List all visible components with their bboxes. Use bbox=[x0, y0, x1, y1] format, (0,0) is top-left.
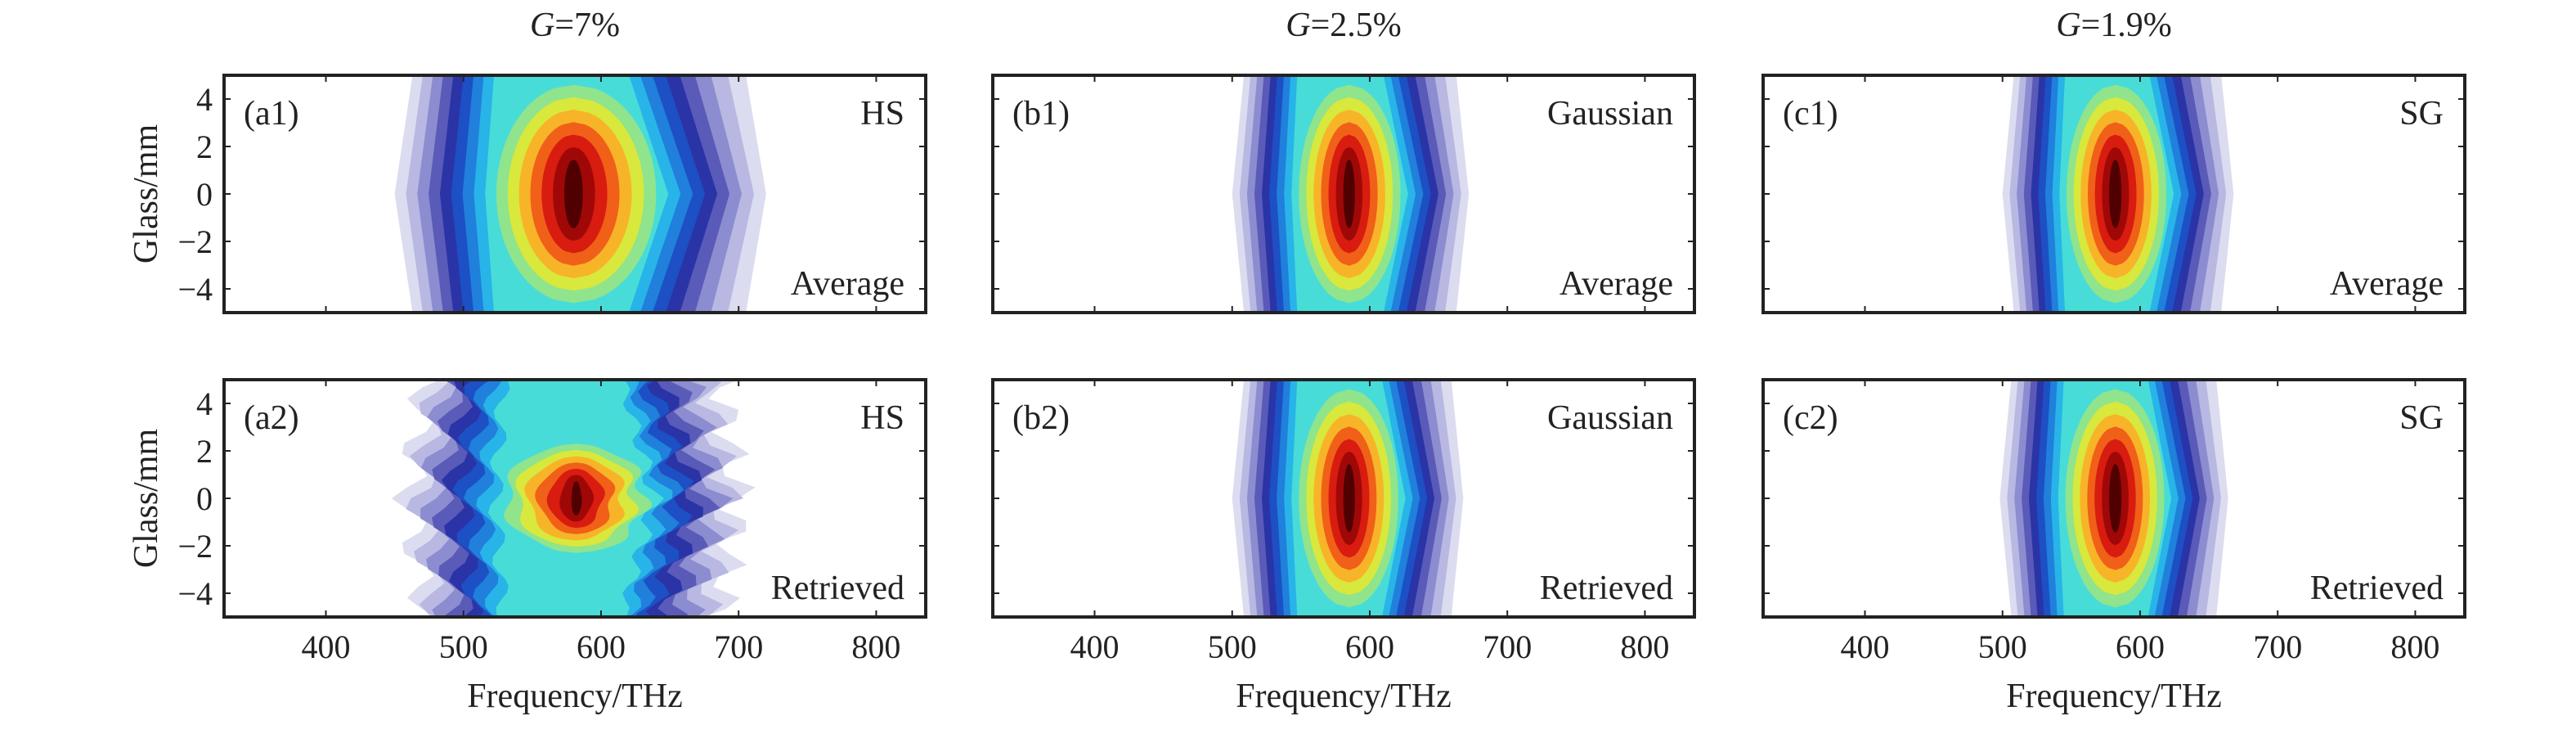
y-tick-label: 2 bbox=[196, 433, 213, 470]
pulse-type-label: Gaussian bbox=[1547, 95, 1673, 133]
pulse-type-label: SG bbox=[2399, 95, 2444, 133]
x-tick-label: 700 bbox=[2253, 628, 2302, 665]
x-tick-label: 700 bbox=[1483, 628, 1532, 665]
x-tick-label: 500 bbox=[439, 628, 488, 665]
trace-kind-label: Retrieved bbox=[2310, 570, 2444, 607]
contour-levels bbox=[394, 75, 766, 313]
panel-b1: (b1) Gaussian Average bbox=[991, 74, 1696, 314]
panel-label: (c1) bbox=[1783, 95, 1838, 133]
contour-levels bbox=[391, 380, 756, 617]
y-tick-label: 4 bbox=[196, 81, 213, 118]
panel-label: (a1) bbox=[244, 95, 299, 133]
pulse-type-label: HS bbox=[860, 95, 904, 133]
panel-label: (b2) bbox=[1012, 399, 1070, 437]
column-title: G=1.9% bbox=[2056, 7, 2172, 44]
panel-label: (b1) bbox=[1012, 95, 1070, 133]
contour-level-16 bbox=[2109, 464, 2122, 533]
title-variable: G bbox=[530, 7, 554, 44]
panel-c1: (c1) SG Average bbox=[1761, 74, 2466, 314]
y-tick-label: −4 bbox=[177, 271, 213, 308]
y-tick-label: 4 bbox=[196, 385, 213, 422]
panel-label: (c2) bbox=[1783, 399, 1838, 437]
contour-level-16 bbox=[1343, 159, 1355, 229]
y-tick-label: −2 bbox=[177, 528, 213, 565]
contour-levels bbox=[1999, 380, 2228, 617]
x-tick-label: 800 bbox=[851, 628, 900, 665]
panel-a2: 400 500 600 700 800 4 2 0 −2 −4 Glass/mm Frequency/… bbox=[128, 378, 927, 715]
y-tick-label: 0 bbox=[196, 176, 213, 213]
y-tick-label: −2 bbox=[177, 223, 213, 260]
title-value: =2.5% bbox=[1311, 7, 1402, 44]
x-tick-label: 400 bbox=[1840, 628, 1889, 665]
y-tick-label: −4 bbox=[177, 575, 213, 612]
title-value: =7% bbox=[554, 7, 620, 44]
x-tick-label: 500 bbox=[1208, 628, 1257, 665]
contour-levels bbox=[1232, 75, 1470, 313]
x-axis-label: Frequency/THz bbox=[2006, 678, 2222, 715]
x-tick-label: 400 bbox=[301, 628, 350, 665]
panel-a1: 4 2 0 −2 −4 Glass/mm (a1) HS Average bbox=[128, 74, 927, 314]
y-axis-label: Glass/mm bbox=[128, 429, 165, 569]
panel-label: (a2) bbox=[244, 399, 299, 437]
contour-level-16 bbox=[571, 481, 582, 516]
contour-level-16 bbox=[1343, 464, 1355, 533]
contour-levels bbox=[2002, 75, 2234, 313]
contour-level-16 bbox=[2109, 159, 2122, 229]
column-title: G=7% bbox=[530, 7, 620, 44]
title-value: =1.9% bbox=[2081, 7, 2172, 44]
y-tick-label: 0 bbox=[196, 480, 213, 517]
title-variable: G bbox=[1286, 7, 1310, 44]
x-tick-label: 800 bbox=[2390, 628, 2439, 665]
x-tick-label: 400 bbox=[1070, 628, 1119, 665]
column-title: G=2.5% bbox=[1286, 7, 1402, 44]
x-axis-label: Frequency/THz bbox=[1236, 678, 1452, 715]
x-tick-label: 600 bbox=[577, 628, 626, 665]
x-tick-label: 600 bbox=[1345, 628, 1394, 665]
panel-c2: 400 500 600 700 800 Frequency/THz (c2) SG Retrie… bbox=[1761, 378, 2466, 715]
contour-levels bbox=[1232, 380, 1464, 617]
x-axis-label: Frequency/THz bbox=[467, 678, 683, 715]
panel-b2: 400 500 600 700 800 Frequency/THz (b2) Gaussian… bbox=[991, 378, 1696, 715]
trace-kind-label: Average bbox=[1560, 265, 1673, 303]
pulse-type-label: HS bbox=[860, 399, 904, 437]
trace-kind-label: Average bbox=[2330, 265, 2444, 303]
title-variable: G bbox=[2056, 7, 2080, 44]
x-tick-label: 800 bbox=[1620, 628, 1669, 665]
pulse-type-label: Gaussian bbox=[1547, 399, 1673, 437]
pulse-type-label: SG bbox=[2399, 399, 2444, 437]
trace-kind-label: Average bbox=[791, 265, 904, 303]
y-axis-label: Glass/mm bbox=[128, 124, 165, 264]
trace-kind-label: Retrieved bbox=[1540, 570, 1673, 607]
x-tick-label: 700 bbox=[714, 628, 763, 665]
x-tick-label: 600 bbox=[2116, 628, 2165, 665]
contour-level-16 bbox=[564, 159, 583, 229]
y-tick-label: 2 bbox=[196, 128, 213, 165]
trace-kind-label: Retrieved bbox=[771, 570, 904, 607]
x-tick-label: 500 bbox=[1978, 628, 2027, 665]
